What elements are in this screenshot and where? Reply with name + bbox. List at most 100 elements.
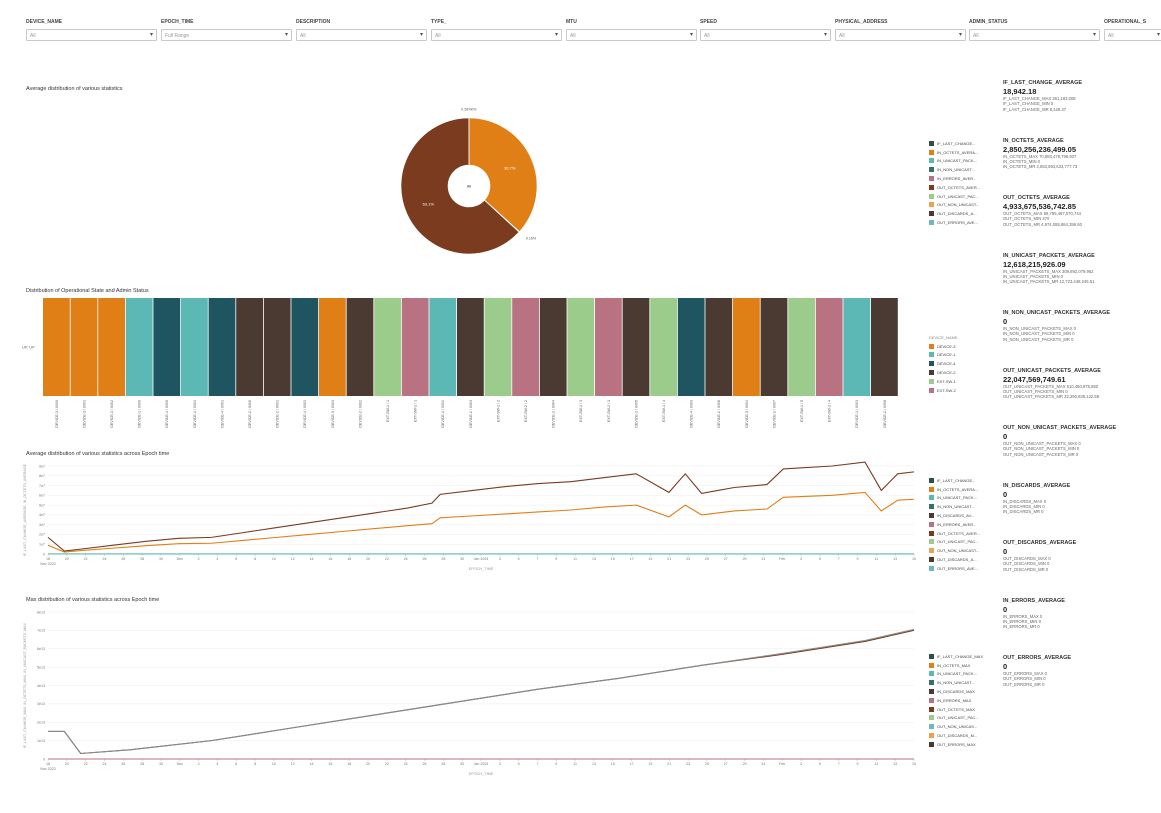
legend-item[interactable]: IN_NON_UNICAST... — [929, 678, 983, 687]
x-tick-label: 18 — [46, 557, 50, 561]
legend-item[interactable]: IN_UNICAST_PACK... — [929, 157, 980, 166]
legend-item[interactable]: IN_DISCARDS_MAX — [929, 687, 983, 696]
bar[interactable] — [677, 298, 705, 396]
legend-item[interactable]: OUT_OCTETS_MAX — [929, 705, 983, 714]
bar[interactable] — [429, 298, 457, 396]
bar[interactable] — [622, 298, 650, 396]
legend-label: OUT_DISCARDS_A... — [937, 557, 977, 563]
bar[interactable] — [760, 298, 788, 396]
filter-label-3: TYPE_ — [431, 19, 447, 25]
legend-item[interactable]: IN_NON_UNICAST... — [929, 502, 980, 511]
filter-select-2[interactable]: All ▾ — [296, 29, 427, 41]
bar[interactable] — [401, 298, 429, 396]
legend-item[interactable]: OUT_ERRORS_AVE... — [929, 564, 980, 573]
bar[interactable] — [733, 298, 760, 396]
bar[interactable] — [70, 298, 98, 396]
legend-item[interactable]: IF_LAST_CHANGE_MAX — [929, 652, 983, 661]
filter-select-1[interactable]: Full Range ▾ — [161, 29, 292, 41]
legend-item[interactable]: OUT_ERRORS_AVE... — [929, 218, 980, 227]
legend-item[interactable]: IN_ERRORS_AVER... — [929, 174, 980, 183]
pie-center-label: All — [467, 184, 472, 189]
legend-item[interactable]: IN_ERRORS_AVER... — [929, 520, 980, 529]
legend-item[interactable]: OUT_NON_UNICAST... — [929, 201, 980, 210]
legend-item[interactable]: DEVICE-4 — [929, 359, 958, 368]
bar[interactable] — [843, 298, 871, 396]
filter-select-8[interactable]: All ▾ — [1104, 29, 1161, 41]
x-tick-label: 13 — [592, 762, 596, 766]
legend-label: DEVICE-1 — [937, 352, 956, 358]
legend-item[interactable]: OUT_DISCARDS_A... — [929, 555, 980, 564]
legend-item[interactable]: IN_OCTETS_AVERA... — [929, 148, 980, 157]
bar[interactable] — [43, 298, 70, 396]
bar[interactable] — [567, 298, 595, 396]
bar[interactable] — [319, 298, 346, 396]
pie-slice[interactable] — [400, 117, 520, 254]
bar-category-label: EXT-SW-1 / 2 — [496, 400, 500, 422]
bar[interactable] — [788, 298, 815, 396]
filter-value: All — [300, 33, 306, 39]
bar[interactable] — [512, 298, 539, 396]
filter-select-7[interactable]: All ▾ — [969, 29, 1100, 41]
bar[interactable] — [153, 298, 181, 396]
bar[interactable] — [263, 298, 291, 396]
legend-item[interactable]: OUT_NON_UNICAS... — [929, 722, 983, 731]
filter-select-3[interactable]: All ▾ — [431, 29, 562, 41]
legend-item[interactable]: IN_OCTETS_AVERA... — [929, 485, 980, 494]
legend-item[interactable]: IN_NON_UNICAST... — [929, 165, 980, 174]
x-tick-label: 26 — [423, 762, 427, 766]
legend-item[interactable]: EXT-SW-2 — [929, 386, 958, 395]
bar[interactable] — [871, 298, 898, 396]
bar[interactable] — [539, 298, 567, 396]
legend-swatch — [929, 352, 934, 358]
legend-item[interactable]: IN_UNICAST_PACK... — [929, 494, 980, 503]
legend-item[interactable]: IF_LAST_CHANGE... — [929, 139, 980, 148]
legend-item[interactable]: IF_LAST_CHANGE... — [929, 476, 980, 485]
series-line[interactable] — [48, 628, 915, 755]
filter-select-4[interactable]: All ▾ — [566, 29, 697, 41]
bar[interactable] — [705, 298, 733, 396]
bar[interactable] — [815, 298, 843, 396]
bar[interactable] — [208, 298, 236, 396]
legend-item[interactable]: OUT_DISCARDS_A... — [929, 209, 980, 218]
legend-item[interactable]: DEVICE-2 — [929, 368, 958, 377]
legend-item[interactable]: OUT_DISCARDS_M... — [929, 731, 983, 740]
legend-item[interactable]: OUT_OCTETS_AVER... — [929, 183, 980, 192]
legend-item[interactable]: OUT_UNICAST_PAC... — [929, 714, 983, 723]
legend-item[interactable]: DEVICE-1 — [929, 351, 958, 360]
filter-select-5[interactable]: All ▾ — [700, 29, 831, 41]
legend-swatch — [929, 557, 934, 563]
kpi-subvalue: IN_DISCARDS_MAX 0 — [1003, 498, 1047, 504]
bar[interactable] — [125, 298, 153, 396]
legend-item[interactable]: OUT_UNICAST_PAC... — [929, 192, 980, 201]
legend-item[interactable]: IN_OCTETS_MAX — [929, 661, 983, 670]
filter-select-0[interactable]: All ▾ — [26, 29, 157, 41]
bar[interactable] — [181, 298, 208, 396]
pie-slice[interactable] — [468, 117, 538, 233]
bar[interactable] — [374, 298, 401, 396]
bar[interactable] — [236, 298, 263, 396]
bar[interactable] — [650, 298, 677, 396]
legend-item[interactable]: DEVICE-3 — [929, 342, 958, 351]
legend-label: IN_NON_UNICAST... — [937, 167, 975, 173]
bar[interactable] — [291, 298, 319, 396]
legend-item[interactable]: OUT_OCTETS_AVER... — [929, 529, 980, 538]
legend-swatch — [929, 158, 934, 164]
legend-item[interactable]: IN_UNICAST_PACK... — [929, 670, 983, 679]
series-line[interactable] — [47, 491, 915, 553]
legend-item[interactable]: OUT_ERRORS_MAX — [929, 740, 983, 749]
series-line[interactable] — [47, 461, 915, 552]
legend-swatch — [929, 193, 934, 199]
filter-select-6[interactable]: All ▾ — [835, 29, 966, 41]
bar[interactable] — [484, 298, 512, 396]
bar[interactable] — [595, 298, 622, 396]
bar[interactable] — [98, 298, 125, 396]
legend-item[interactable]: OUT_UNICAST_PAC... — [929, 538, 980, 547]
legend-item[interactable]: IN_DISCARDS_AV... — [929, 511, 980, 520]
bar[interactable] — [457, 298, 484, 396]
legend-item[interactable]: OUT_NON_UNICAST... — [929, 546, 980, 555]
bar[interactable] — [346, 298, 374, 396]
legend-item[interactable]: IN_ERRORS_MAX — [929, 696, 983, 705]
x-tick-label: 17 — [630, 557, 634, 561]
legend-item[interactable]: EXT-SW-1 — [929, 377, 958, 386]
filter-label-7: ADMIN_STATUS — [969, 19, 1008, 25]
